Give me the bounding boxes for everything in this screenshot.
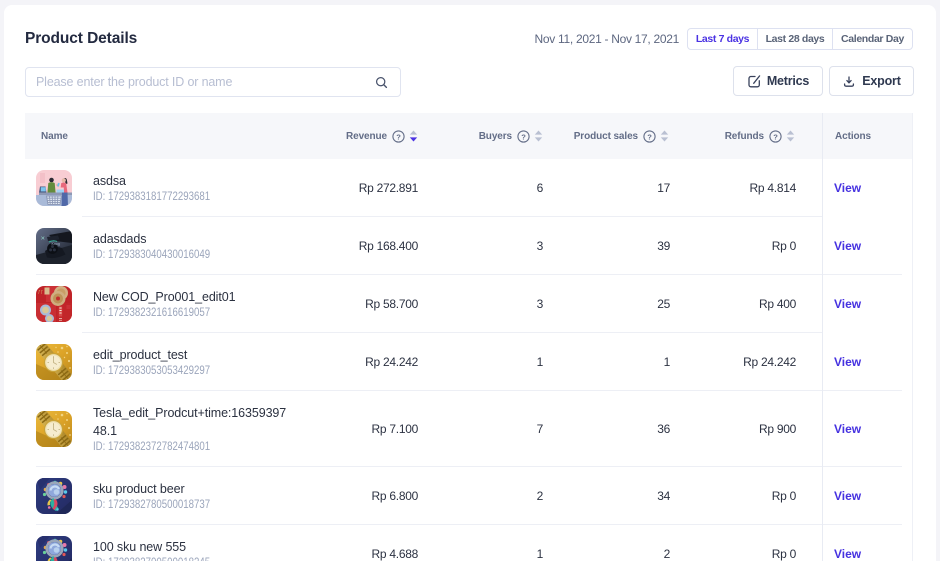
- svg-text:?: ?: [396, 132, 401, 141]
- svg-text:✕: ✕: [41, 236, 46, 242]
- svg-text:ƒƒ: ƒƒ: [38, 289, 44, 294]
- svg-text:?: ?: [773, 132, 778, 141]
- svg-text:?: ?: [521, 132, 526, 141]
- svg-text:Knog: Knog: [52, 242, 60, 246]
- svg-text:?: ?: [647, 132, 652, 141]
